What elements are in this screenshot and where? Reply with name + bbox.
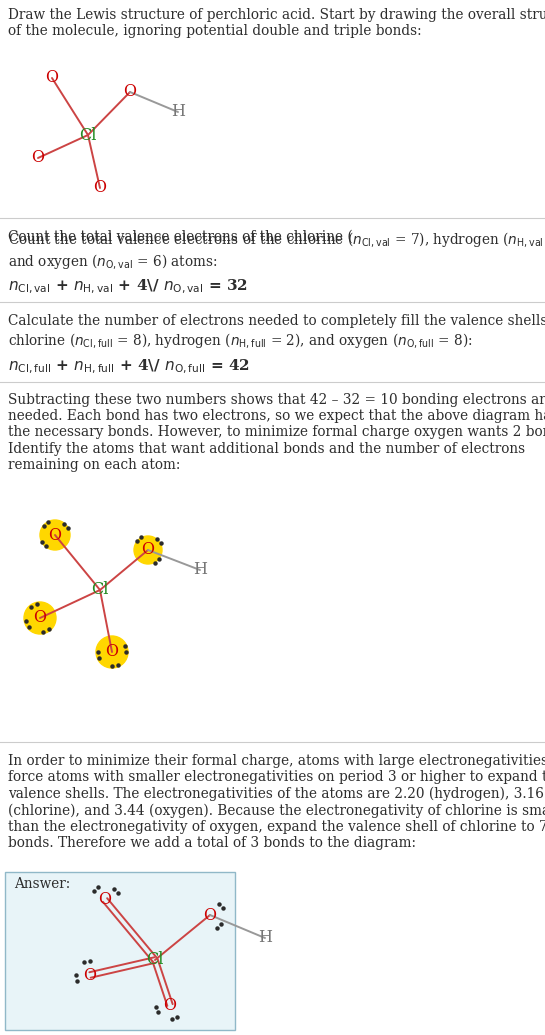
Text: $n_\mathrm{Cl,full}$ + $n_\mathrm{H,full}$ + 4\/ $n_\mathrm{O,full}$ = 42: $n_\mathrm{Cl,full}$ + $n_\mathrm{H,full… (8, 358, 250, 377)
Text: H: H (193, 562, 207, 579)
Text: O: O (32, 149, 45, 167)
Text: O: O (94, 179, 106, 197)
Text: Calculate the number of electrons needed to completely fill the valence shells f: Calculate the number of electrons needed… (8, 314, 545, 350)
Text: O: O (124, 84, 136, 100)
Text: In order to minimize their formal charge, atoms with large electronegativities c: In order to minimize their formal charge… (8, 755, 545, 850)
Text: O: O (164, 997, 177, 1013)
Text: H: H (258, 929, 272, 946)
Circle shape (24, 602, 56, 634)
Text: Count the total valence electrons of the chlorine ($n_\mathrm{Cl,val}$ = 7), hyd: Count the total valence electrons of the… (8, 230, 545, 271)
Text: H: H (171, 104, 185, 120)
Circle shape (134, 536, 162, 564)
Text: Count the total valence electrons of the chlorine (​: Count the total valence electrons of the… (8, 230, 353, 244)
Text: O: O (203, 907, 216, 923)
Text: O: O (99, 891, 112, 909)
Circle shape (96, 635, 128, 668)
Text: $n_\mathrm{Cl,val}$ + $n_\mathrm{H,val}$ + 4\/ $n_\mathrm{O,val}$ = 32: $n_\mathrm{Cl,val}$ + $n_\mathrm{H,val}$… (8, 278, 248, 296)
Circle shape (40, 520, 70, 550)
Text: Cl: Cl (79, 126, 97, 144)
Text: Cl: Cl (91, 582, 109, 598)
Text: Cl: Cl (146, 951, 164, 969)
Text: O: O (49, 527, 62, 543)
FancyBboxPatch shape (5, 873, 235, 1030)
Text: Answer:: Answer: (14, 877, 70, 891)
Text: O: O (142, 541, 154, 559)
Text: O: O (83, 967, 96, 983)
Text: O: O (106, 644, 118, 660)
Text: O: O (33, 610, 46, 626)
Text: O: O (45, 69, 58, 87)
Text: Subtracting these two numbers shows that 42 – 32 = 10 bonding electrons are
need: Subtracting these two numbers shows that… (8, 393, 545, 472)
Text: Draw the Lewis structure of perchloric acid. Start by drawing the overall struct: Draw the Lewis structure of perchloric a… (8, 8, 545, 38)
